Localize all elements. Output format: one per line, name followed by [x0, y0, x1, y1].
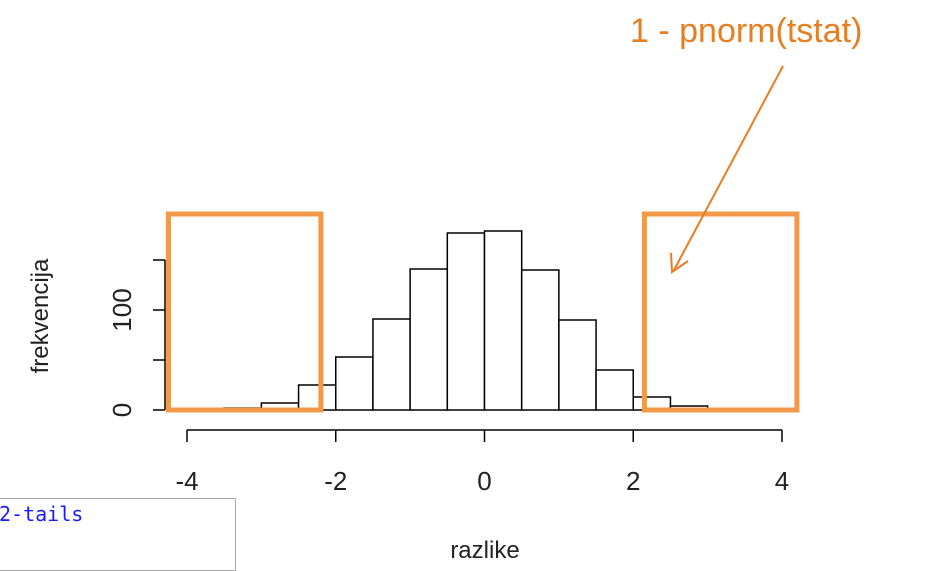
histogram-bar	[372, 318, 411, 411]
annotation-arrow	[670, 65, 784, 274]
x-tick-label: -2	[324, 466, 347, 496]
y-tick-label: 100	[107, 288, 137, 331]
x-tick-label: 2	[626, 466, 640, 496]
histogram-bar	[483, 230, 523, 411]
y-tick-label: 0	[107, 403, 137, 417]
x-tick-label: -4	[175, 466, 198, 496]
histogram-bar	[297, 384, 337, 411]
arrow-line	[673, 65, 784, 271]
annotation-text: 1 - pnorm(tstat)	[630, 12, 863, 50]
x-tick-label: 4	[775, 466, 789, 496]
tail-highlight-box	[165, 211, 324, 413]
code-snippet-text: 2-tails	[0, 502, 84, 526]
histogram-bar	[409, 268, 449, 411]
arrow-head	[670, 252, 689, 274]
x-tick-label: 0	[477, 466, 491, 496]
y-axis-label: frekvencija	[27, 258, 54, 373]
y-axis: 0 100	[107, 259, 166, 417]
histogram-bar	[520, 269, 560, 411]
histogram-bar	[446, 232, 486, 411]
tail-highlights	[165, 211, 800, 413]
histogram-bar	[558, 319, 597, 411]
histogram-bars	[186, 230, 783, 411]
histogram-bar	[335, 356, 374, 411]
histogram-bar	[595, 369, 634, 411]
tail-highlight-box	[641, 211, 800, 413]
x-axis-label: razlike	[450, 537, 519, 564]
x-axis: -4 -2 0 2 4	[175, 429, 789, 496]
code-snippet-box: 2-tails	[0, 498, 236, 571]
